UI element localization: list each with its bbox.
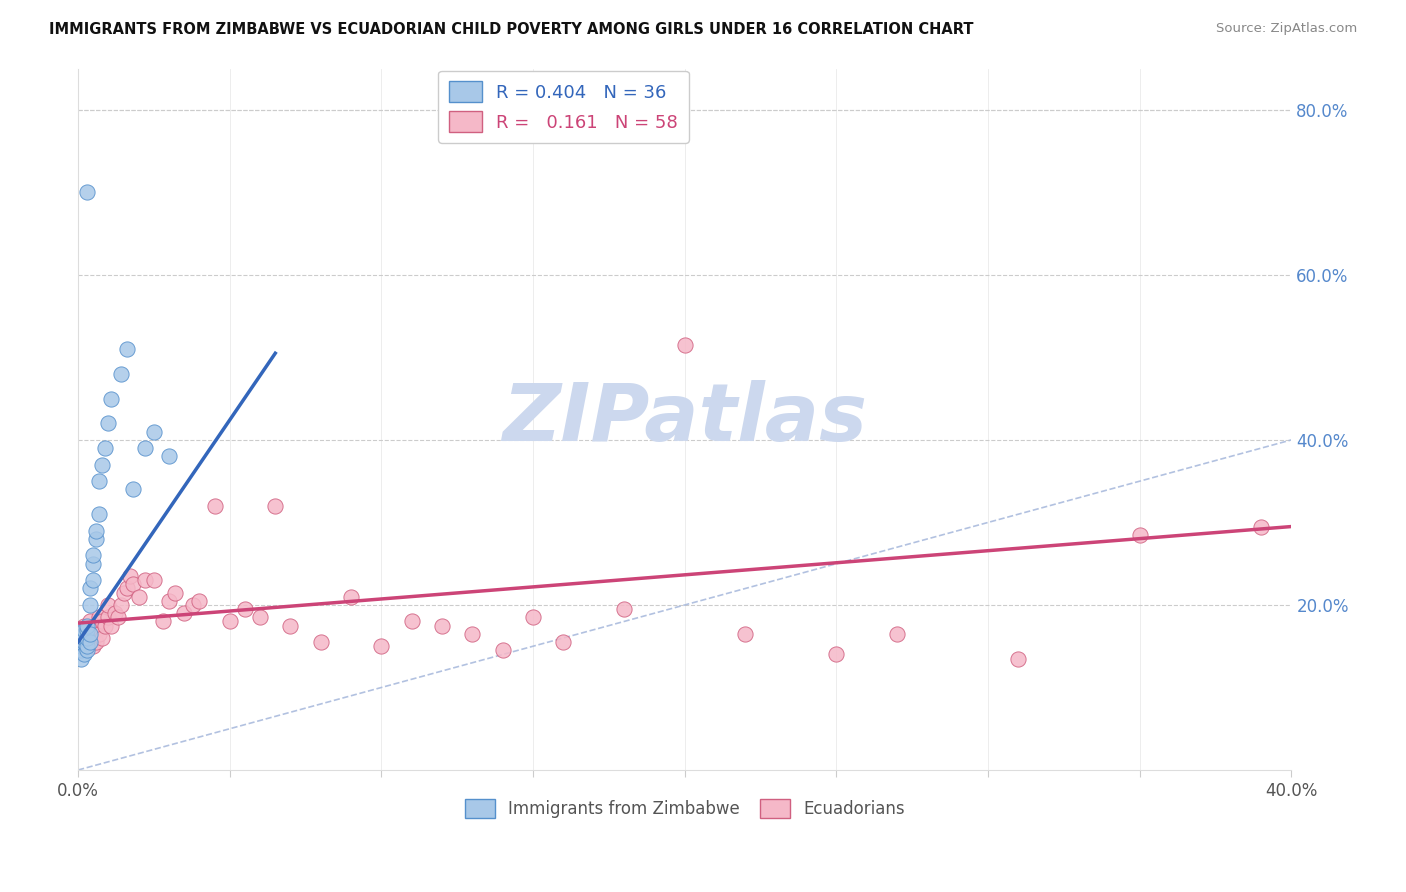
Point (110, 598, 132, 612)
Point (340, 590, 363, 604)
Point (70, 635, 93, 649)
Point (70, 631, 93, 645)
Point (128, 590, 150, 604)
Point (121, 577, 143, 591)
Point (97, 598, 120, 612)
Point (86, 635, 108, 649)
Point (100, 618, 122, 632)
Point (233, 602, 256, 616)
Point (70, 639, 93, 653)
Point (86, 623, 108, 637)
Point (430, 618, 453, 632)
Point (91, 458, 114, 472)
Point (73, 631, 96, 645)
Point (183, 598, 205, 612)
Point (73, 635, 96, 649)
Point (204, 499, 226, 513)
Point (142, 425, 165, 439)
Point (94, 441, 117, 455)
Point (107, 610, 129, 624)
Point (112, 585, 135, 599)
Point (218, 615, 240, 629)
Point (1250, 519, 1272, 533)
Point (70, 651, 93, 665)
Point (76, 186, 98, 200)
Point (613, 602, 636, 616)
Point (76, 631, 98, 645)
Point (249, 610, 271, 624)
Point (173, 606, 195, 620)
Point (522, 610, 544, 624)
Point (73, 648, 96, 662)
Point (115, 582, 138, 596)
Point (100, 392, 122, 406)
Point (82, 623, 104, 637)
Point (89, 474, 111, 488)
Point (76, 618, 98, 632)
Point (825, 648, 848, 662)
Point (82, 557, 104, 571)
Point (82, 549, 104, 563)
Point (110, 367, 132, 381)
Point (79, 635, 101, 649)
Point (76, 643, 98, 657)
Point (73, 627, 96, 641)
Point (264, 499, 287, 513)
Text: Source: ZipAtlas.com: Source: ZipAtlas.com (1216, 22, 1357, 36)
Point (91, 631, 114, 645)
Point (401, 615, 423, 629)
Point (89, 627, 111, 641)
Point (79, 615, 101, 629)
Point (70, 643, 93, 657)
Point (280, 618, 302, 632)
Point (157, 594, 180, 608)
Point (94, 618, 117, 632)
Point (76, 639, 98, 653)
Point (157, 450, 180, 464)
Point (165, 585, 187, 599)
Point (1007, 651, 1029, 665)
Point (86, 524, 108, 538)
Point (734, 627, 756, 641)
Point (82, 573, 104, 587)
Point (79, 598, 101, 612)
Point (103, 606, 125, 620)
Point (89, 610, 111, 624)
Point (73, 618, 96, 632)
Text: ZIPatlas: ZIPatlas (502, 380, 868, 458)
Point (309, 635, 332, 649)
Point (142, 573, 165, 587)
Point (97, 417, 120, 431)
Point (73, 635, 96, 649)
Point (1129, 528, 1152, 542)
Point (134, 441, 156, 455)
Point (79, 582, 101, 596)
Point (673, 338, 696, 352)
Point (134, 573, 156, 587)
Point (82, 639, 104, 653)
Point (76, 639, 98, 653)
Point (188, 594, 211, 608)
Point (121, 483, 143, 497)
Point (492, 643, 515, 657)
Point (152, 615, 174, 629)
Text: IMMIGRANTS FROM ZIMBABWE VS ECUADORIAN CHILD POVERTY AMONG GIRLS UNDER 16 CORREL: IMMIGRANTS FROM ZIMBABWE VS ECUADORIAN C… (49, 22, 974, 37)
Point (86, 532, 108, 546)
Point (553, 635, 575, 649)
Point (76, 623, 98, 637)
Point (79, 627, 101, 641)
Point (79, 627, 101, 641)
Point (97, 610, 120, 624)
Point (91, 615, 114, 629)
Point (115, 342, 138, 356)
Point (886, 627, 908, 641)
Point (118, 569, 141, 583)
Point (89, 507, 111, 521)
Point (73, 623, 96, 637)
Point (461, 627, 484, 641)
Legend: Immigrants from Zimbabwe, Ecuadorians: Immigrants from Zimbabwe, Ecuadorians (458, 792, 911, 825)
Point (370, 639, 392, 653)
Point (76, 623, 98, 637)
